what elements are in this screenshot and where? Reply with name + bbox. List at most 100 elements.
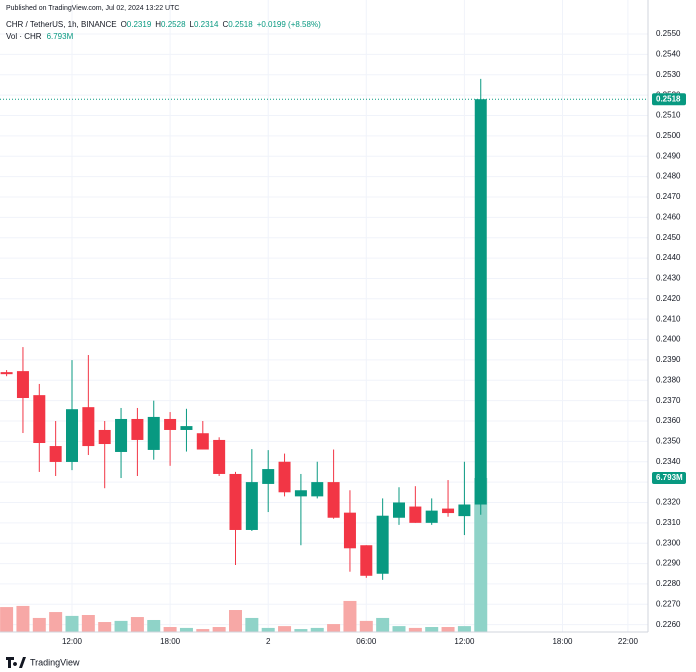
volume-bar (245, 617, 259, 632)
volume-bar (327, 624, 341, 632)
key: L (190, 20, 195, 29)
y-tick-label: 0.2320 (656, 498, 681, 507)
y-tick-label: 0.2340 (656, 457, 681, 466)
candle-body (131, 418, 144, 440)
candle-body (0, 372, 13, 375)
candle-body (360, 545, 373, 576)
footer-text: TradingView (30, 657, 80, 667)
y-tick-label: 0.2550 (656, 29, 681, 38)
high-value: 0.2528 (161, 20, 186, 29)
legend: CHR / TetherUS, 1h, BINANCE O0.2319 H0.252… (6, 20, 321, 29)
volume-bar (114, 620, 128, 632)
y-tick-label: 0.2400 (656, 335, 681, 344)
y-tick-label: 0.2370 (656, 396, 681, 405)
candle-body (425, 510, 438, 523)
y-tick-label: 0.2270 (656, 599, 681, 608)
volume-bar (179, 627, 193, 632)
candle-body (196, 433, 209, 450)
volume-bar (474, 478, 488, 632)
candle-body (180, 426, 193, 430)
open-value: 0.2319 (127, 20, 152, 29)
volume-bar (457, 626, 471, 632)
axes: 0.2260 0.2270 0.2280 0.2290 0.2300 0.2310 0.23… (62, 29, 686, 646)
footer-logo: TradingView (6, 657, 80, 668)
volume-bar (130, 617, 144, 632)
volume-bar (32, 617, 46, 632)
published: Published on TradingView.com, Jul 02, 20… (6, 5, 179, 12)
candle-body (115, 418, 128, 452)
y-tick-label: 0.2460 (656, 212, 681, 221)
volume-bar (212, 627, 226, 632)
volume-bar (408, 627, 422, 632)
candle-body (16, 371, 29, 398)
logo-icon (6, 657, 26, 668)
y-tick-label: 0.2420 (656, 294, 681, 303)
candle-body (82, 407, 95, 447)
candle-body (458, 504, 471, 517)
volume-bar (65, 615, 79, 632)
x-tick-label: 22:00 (618, 637, 639, 646)
candle-body (474, 99, 487, 505)
key: O (121, 20, 127, 29)
volume-bar (343, 600, 357, 632)
candle-body (66, 409, 78, 462)
y-tick-label: 0.2360 (656, 416, 681, 425)
volume-bar (16, 605, 30, 632)
volume-bar (81, 615, 95, 632)
candle-body (376, 515, 389, 574)
last-price-tag (652, 93, 686, 106)
volume-value: 6.793M (47, 32, 74, 41)
candle-body (343, 512, 356, 549)
x-tick-label: 12:00 (454, 637, 475, 646)
key: H (155, 20, 161, 29)
volume-bar (359, 620, 373, 632)
y-tick-label: 0.2280 (656, 579, 681, 588)
volume-tag (652, 472, 686, 485)
volume-bar (0, 607, 14, 632)
candle-body (164, 418, 177, 430)
volume-bar (147, 619, 161, 632)
y-tick-label: 0.2310 (656, 518, 681, 527)
x-tick-label: 18:00 (552, 637, 573, 646)
candle-body (262, 469, 275, 484)
candle-body (49, 446, 62, 462)
last-price-label: 0.2518 (656, 94, 681, 103)
volume-bar (49, 612, 63, 632)
candle-body (393, 502, 405, 518)
candle-body (327, 482, 340, 518)
grid (0, 0, 648, 632)
volume-pane (0, 478, 488, 632)
candle-body (229, 473, 242, 530)
volume-bar (376, 617, 390, 632)
x-tick-label: 18:00 (160, 637, 181, 646)
volume-legend: Vol · CHR 6.793M (6, 32, 74, 41)
y-tick-label: 0.2300 (656, 538, 681, 547)
volume-bar (425, 627, 439, 632)
candle-body (278, 461, 291, 493)
x-tick-label: 12:00 (62, 637, 83, 646)
volume-bar (441, 627, 455, 632)
volume-bar (310, 627, 324, 632)
y-tick-label: 0.2540 (656, 50, 681, 59)
y-tick-label: 0.2450 (656, 233, 681, 242)
volume-bar (98, 622, 112, 632)
volume-name: Vol · CHR (6, 32, 42, 41)
candles (0, 78, 648, 580)
x-tick-label: 06:00 (356, 637, 377, 646)
y-tick-label: 0.2490 (656, 151, 681, 160)
candle-body (245, 482, 258, 530)
y-tick-label: 0.2430 (656, 274, 681, 283)
y-tick-label: 0.2260 (656, 620, 681, 629)
y-tick-label: 0.2470 (656, 192, 681, 201)
volume-bar (278, 626, 292, 632)
y-tick-label: 0.2480 (656, 172, 681, 181)
y-tick-label: 0.2350 (656, 436, 681, 445)
candle-body (213, 439, 226, 474)
candle-body (33, 395, 46, 444)
volume-bar (163, 627, 177, 632)
y-tick-label: 0.2380 (656, 375, 681, 384)
low-value: 0.2314 (194, 20, 219, 29)
key: C (222, 20, 228, 29)
